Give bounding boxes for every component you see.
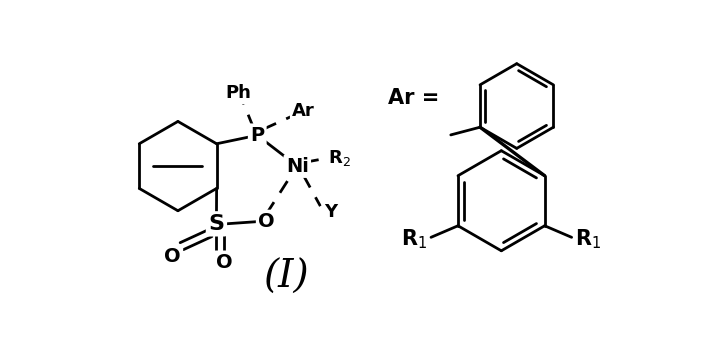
Text: R$_1$: R$_1$ <box>576 227 601 251</box>
Text: O: O <box>216 253 233 272</box>
Text: Ph: Ph <box>225 84 251 102</box>
Text: (I): (I) <box>263 259 308 296</box>
Text: Y: Y <box>324 203 337 221</box>
Text: R$_2$: R$_2$ <box>328 148 351 168</box>
Text: O: O <box>258 212 275 231</box>
Text: Ni: Ni <box>286 157 308 176</box>
Text: P: P <box>250 126 264 145</box>
Text: O: O <box>164 247 181 266</box>
Text: Ar =: Ar = <box>388 88 440 108</box>
Text: S: S <box>208 214 224 234</box>
Text: R$_1$: R$_1$ <box>401 227 427 251</box>
Text: Ar: Ar <box>292 102 315 120</box>
